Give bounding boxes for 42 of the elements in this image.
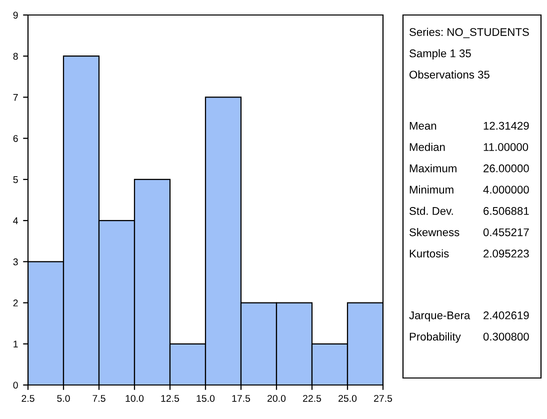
text: Series: NO_STUDENTS [410, 28, 529, 38]
x-tick-label: 7.5 [92, 395, 106, 402]
text: 0.300800 [483, 332, 529, 341]
text: 4.000000 [483, 186, 529, 194]
y-tick-label: 2 [13, 300, 18, 306]
x-tick-label: 25.0 [338, 394, 357, 402]
text: Observations 35 [410, 70, 490, 79]
y-tick-label: 9 [13, 12, 18, 19]
text: 0.455217 [483, 228, 529, 236]
y-tick-label: 8 [13, 52, 18, 60]
y-tick-label: 5 [13, 176, 18, 184]
y-tick-label: 6 [13, 135, 18, 142]
y-tick-label: 4 [13, 217, 18, 224]
x-tick-label: 15.0 [196, 394, 215, 402]
text: Skewness [410, 228, 460, 236]
y-tick-label: 3 [13, 258, 18, 266]
x-tick-label: 20.0 [268, 394, 286, 402]
text: Maximum [410, 164, 456, 172]
text: 11.00000 [484, 143, 528, 152]
text: Probability [410, 332, 461, 343]
x-tick-label: 10.0 [126, 394, 144, 402]
text: Kurtosis [410, 249, 449, 258]
text: 6.506881 [484, 207, 529, 215]
x-tick-label: 17.5 [232, 395, 250, 402]
text: Std. Dev. [410, 206, 453, 215]
text: 2.402619 [484, 311, 529, 320]
text: Mean [410, 122, 436, 130]
x-tick-label: 2.5 [22, 394, 34, 402]
y-tick-label: 7 [13, 94, 18, 101]
text: Sample 1 35 [410, 49, 471, 60]
y-tick-label: 1 [14, 340, 18, 348]
x-tick-label: 27.5 [374, 394, 392, 402]
text: Minimum [410, 185, 454, 194]
x-tick-label: 22.5 [303, 394, 322, 402]
text: 12.31429 [484, 122, 529, 130]
x-tick-label: 5.0 [57, 394, 70, 402]
text: 2.095223 [484, 250, 529, 258]
x-tick-label: 12.5 [161, 394, 180, 402]
text: Median [410, 142, 445, 152]
y-tick-label: 0 [13, 382, 18, 389]
text: Jarque-Bera [409, 312, 470, 322]
text: 26.00000 [484, 164, 529, 172]
